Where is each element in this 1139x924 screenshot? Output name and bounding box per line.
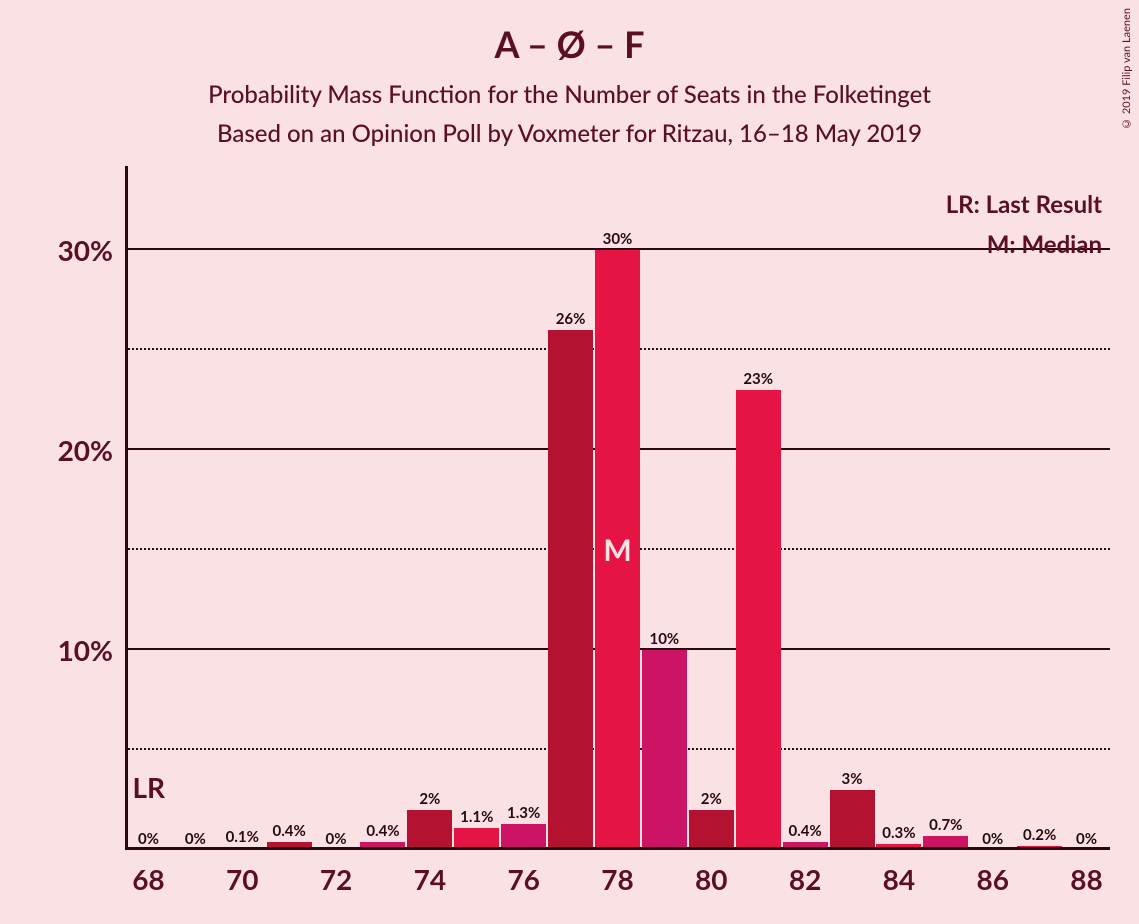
bar-value-label: 30% — [603, 230, 633, 250]
bar: 2% — [689, 810, 734, 850]
bar-value-label: 0.3% — [882, 824, 915, 844]
bar-value-label: 1.1% — [460, 808, 493, 828]
bar-value-label: 26% — [556, 310, 586, 330]
bar-value-label: 1.3% — [507, 804, 540, 824]
x-tick-label: 86 — [976, 850, 1008, 896]
y-axis — [125, 166, 128, 850]
copyright-text: © 2019 Filip van Laenen — [1120, 8, 1133, 130]
chart-subtitle-1: Probability Mass Function for the Number… — [0, 80, 1139, 109]
bar-value-label: 0.4% — [273, 822, 306, 842]
x-tick-label: 74 — [414, 850, 446, 896]
legend-lr: LR: Last Result — [946, 190, 1102, 219]
x-tick-label: 70 — [226, 850, 258, 896]
bar-value-label: 3% — [842, 770, 863, 790]
x-tick-label: 72 — [320, 850, 352, 896]
x-tick-label: 84 — [883, 850, 915, 896]
bar-value-label: 0.2% — [1023, 826, 1056, 846]
bar-value-label: 0.7% — [929, 816, 962, 836]
bar-value-label: 2% — [419, 790, 440, 810]
chart-subtitle-2: Based on an Opinion Poll by Voxmeter for… — [0, 119, 1139, 148]
y-tick-label: 10% — [58, 633, 125, 667]
bar-value-label: 0.4% — [366, 822, 399, 842]
bar-value-label: 10% — [650, 630, 680, 650]
y-tick-label: 30% — [58, 233, 125, 267]
bar: 3% — [830, 790, 875, 850]
legend-m: M: Median — [987, 230, 1102, 259]
y-tick-label: 20% — [58, 433, 125, 467]
bar-value-label: 0.4% — [788, 822, 821, 842]
bar-value-label: 2% — [701, 790, 722, 810]
bar: 10% — [642, 650, 687, 850]
x-tick-label: 88 — [1070, 850, 1102, 896]
x-tick-label: 80 — [695, 850, 727, 896]
bar: 23% — [736, 390, 781, 850]
x-tick-label: 82 — [789, 850, 821, 896]
bar-value-label: 23% — [743, 370, 773, 390]
bar: 2% — [407, 810, 452, 850]
x-tick-label: 78 — [601, 850, 633, 896]
x-tick-label: 76 — [507, 850, 539, 896]
bar-value-label: 0.1% — [226, 828, 259, 848]
median-marker: M — [603, 532, 631, 568]
pmf-bar-chart: 10%20%30%0%0%0.1%0.4%0%0.4%2%1.1%1.3%26%… — [125, 190, 1110, 850]
x-tick-label: 68 — [132, 850, 164, 896]
bar: 26% — [548, 330, 593, 850]
lr-marker: LR — [132, 770, 165, 804]
chart-title: A – Ø – F — [0, 0, 1139, 66]
